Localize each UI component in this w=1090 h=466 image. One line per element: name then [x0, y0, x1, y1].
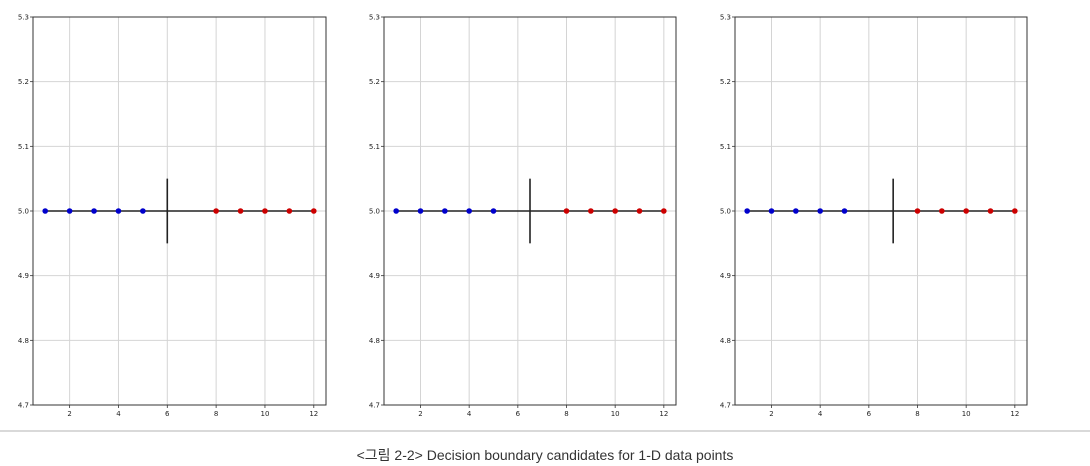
x-tick-label: 2 [769, 410, 773, 418]
y-tick-label: 4.9 [18, 272, 29, 280]
data-point-blue [841, 208, 848, 214]
data-point-blue [91, 208, 97, 214]
data-point-blue [744, 208, 750, 214]
x-tick-label: 12 [659, 410, 668, 418]
x-tick-label: 6 [165, 410, 170, 418]
data-point-red [661, 208, 667, 214]
charts-canvas: 2 4 6 8 10 12 4.7 4.8 4.9 5.0 5.1 5.2 5.3 2 4 6 8 10 12 4.7… [18, 14, 1028, 418]
x-tick-label: 8 [564, 410, 568, 418]
data-point-blue [442, 208, 448, 214]
data-point-blue [768, 208, 775, 214]
y-tick-label: 4.7 [369, 402, 380, 410]
x-tick-label: 2 [67, 410, 71, 418]
figure-caption: <그림 2-2> Decision boundary candidates fo… [356, 447, 734, 463]
chart-panel-3: 2 4 6 8 10 12 4.7 4.8 4.9 5.0 5.1 5.2 5.3 [720, 14, 1028, 418]
data-point-red [1012, 208, 1018, 214]
data-point-red [213, 208, 219, 214]
data-point-blue [793, 208, 799, 214]
y-tick-label: 4.9 [369, 272, 380, 280]
y-tick-label: 5.1 [720, 143, 731, 151]
y-tick-label: 4.7 [18, 402, 29, 410]
x-tick-label: 12 [309, 410, 318, 418]
data-point-red [262, 208, 268, 214]
x-tick-label: 8 [915, 410, 919, 418]
y-tick-label: 5.1 [369, 143, 380, 151]
data-point-red [563, 208, 570, 214]
data-point-red [286, 208, 293, 214]
x-tick-label: 4 [818, 410, 823, 418]
data-point-red [963, 208, 969, 214]
y-tick-label: 4.9 [720, 272, 731, 280]
plot-frame [32, 16, 327, 406]
x-tick-label: 4 [116, 410, 121, 418]
x-tick-label: 6 [516, 410, 521, 418]
chart-panel-2: 2 4 6 8 10 12 4.7 4.8 4.9 5.0 5.1 5.2 5.3 [369, 14, 677, 418]
data-point-red [987, 208, 994, 214]
x-tick-label: 2 [418, 410, 422, 418]
x-tick-label: 12 [1010, 410, 1019, 418]
y-tick-label: 5.0 [720, 208, 731, 216]
data-point-blue [115, 208, 122, 214]
caption-divider [0, 430, 1090, 432]
plot-frame [734, 16, 1028, 406]
data-point-blue [417, 208, 424, 214]
data-point-red [237, 208, 244, 214]
data-point-blue [66, 208, 73, 214]
x-tick-label: 8 [214, 410, 218, 418]
y-tick-label: 5.3 [720, 14, 731, 22]
plot-frame [383, 16, 677, 406]
y-tick-label: 4.8 [369, 337, 380, 345]
data-point-blue [466, 208, 472, 214]
y-tick-label: 5.2 [18, 78, 29, 86]
y-tick-label: 4.8 [18, 337, 29, 345]
y-tick-label: 4.8 [720, 337, 731, 345]
data-point-red [588, 208, 594, 214]
figure-area: 2 4 6 8 10 12 4.7 4.8 4.9 5.0 5.1 5.2 5.3 2 4 6 8 10 12 4.7… [18, 14, 1028, 418]
y-tick-label: 5.1 [18, 143, 29, 151]
y-tick-label: 5.3 [369, 14, 380, 22]
y-tick-label: 5.2 [369, 78, 380, 86]
data-point-blue [140, 208, 146, 214]
x-tick-label: 10 [611, 410, 620, 418]
y-tick-label: 5.2 [720, 78, 731, 86]
data-point-red [914, 208, 921, 214]
data-point-red [612, 208, 618, 214]
chart-panel-1: 2 4 6 8 10 12 4.7 4.8 4.9 5.0 5.1 5.2 5.3 [18, 14, 327, 418]
data-point-red [636, 208, 643, 214]
y-tick-label: 4.7 [720, 402, 731, 410]
x-tick-label: 10 [260, 410, 269, 418]
y-tick-label: 5.3 [18, 14, 29, 22]
data-point-red [310, 208, 317, 214]
data-point-blue [393, 208, 399, 214]
data-point-blue [490, 208, 497, 214]
x-tick-label: 10 [962, 410, 971, 418]
data-point-blue [42, 208, 49, 214]
x-tick-label: 6 [867, 410, 872, 418]
data-point-blue [817, 208, 823, 214]
y-tick-label: 5.0 [369, 208, 380, 216]
data-point-red [939, 208, 945, 214]
y-tick-label: 5.0 [18, 208, 29, 216]
x-tick-label: 4 [467, 410, 472, 418]
